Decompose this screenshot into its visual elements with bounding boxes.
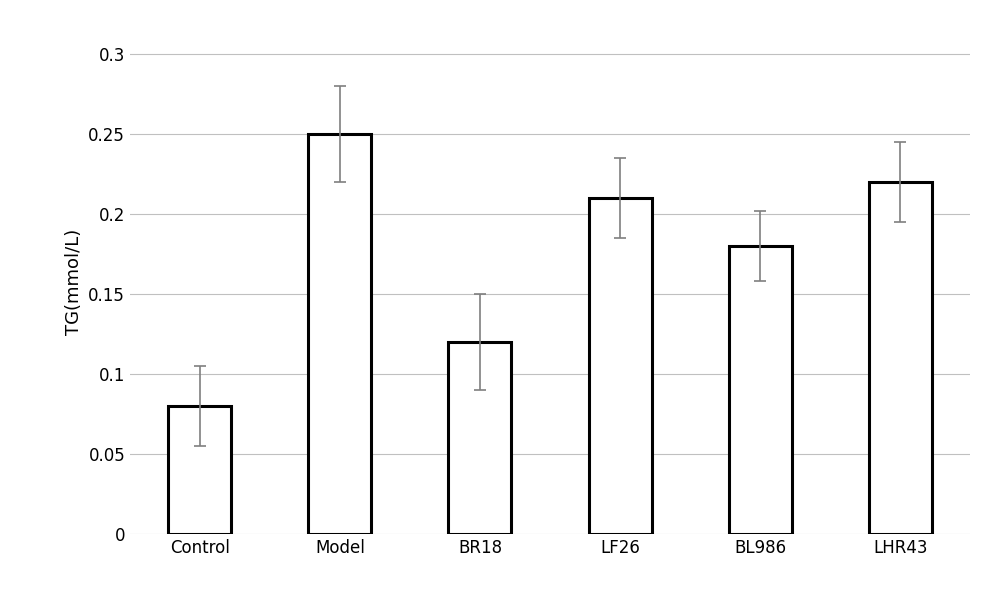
Bar bbox=[589, 198, 652, 534]
Y-axis label: TG(mmol/L): TG(mmol/L) bbox=[65, 229, 83, 336]
Bar bbox=[448, 342, 511, 534]
Bar bbox=[308, 134, 371, 534]
Bar bbox=[168, 406, 231, 534]
Bar bbox=[869, 182, 932, 534]
Bar bbox=[729, 246, 792, 534]
